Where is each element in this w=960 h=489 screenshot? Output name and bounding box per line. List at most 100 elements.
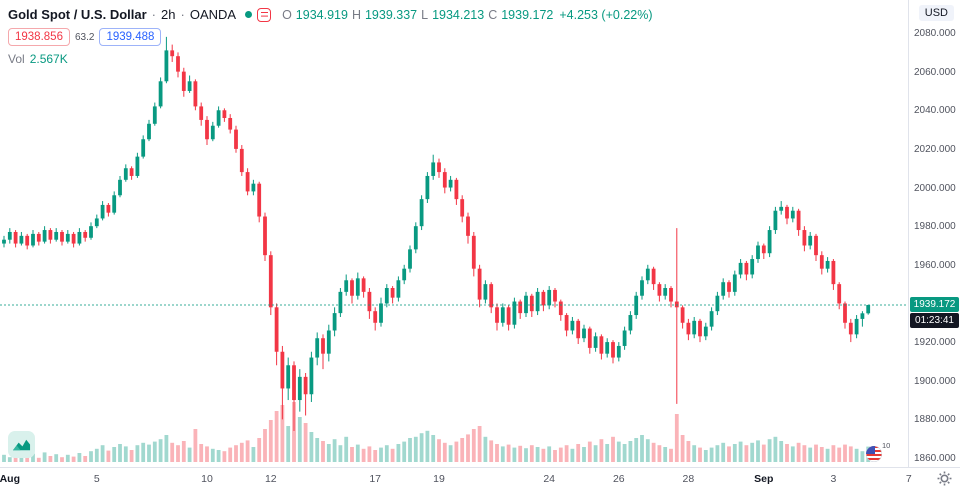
market-status-dot-icon[interactable] <box>245 11 253 18</box>
volume-bar <box>732 444 737 462</box>
quick-menu-icon[interactable] <box>257 7 272 22</box>
high-label: H <box>351 7 361 22</box>
candle-body <box>361 278 366 292</box>
volume-bar <box>309 432 314 462</box>
symbol-title[interactable]: Gold Spot / U.S. Dollar <box>8 7 147 22</box>
volume-bar <box>773 436 778 462</box>
volume-bar <box>524 448 528 462</box>
volume-bar <box>756 440 760 462</box>
volume-readout: Vol 2.567K <box>8 52 68 66</box>
candle-body <box>547 289 552 306</box>
candle-body <box>379 303 383 323</box>
candle-body <box>413 226 418 250</box>
settings-gear-icon[interactable] <box>937 471 952 486</box>
candle-body <box>135 156 140 176</box>
candle-body <box>738 262 743 275</box>
mountain-logo-icon <box>12 439 31 451</box>
volume-bar <box>413 436 418 462</box>
low-label: L <box>421 7 429 22</box>
volume-bar <box>379 447 383 462</box>
candle-body <box>663 288 668 296</box>
candle-body <box>25 235 30 246</box>
volume-bar <box>228 447 233 462</box>
volume-bar <box>825 448 830 462</box>
volume-bar <box>141 442 146 462</box>
candle-body <box>170 50 175 57</box>
candle-body <box>495 307 499 323</box>
time-tick: 17 <box>369 473 382 485</box>
candle-body <box>402 268 407 281</box>
candle-body <box>605 342 610 354</box>
candle-body <box>622 330 627 346</box>
exchange-label[interactable]: OANDA <box>189 7 237 22</box>
time-tick: 7 <box>905 473 912 485</box>
volume-bar <box>634 438 639 462</box>
candle-body <box>118 179 122 196</box>
candle-body <box>454 179 459 200</box>
volume-bar <box>361 448 366 462</box>
volume-bar <box>19 456 24 462</box>
us-flag-icon[interactable] <box>866 446 882 462</box>
interval-label[interactable]: 2h <box>161 7 176 22</box>
candle-body <box>106 204 111 213</box>
volume-bar <box>483 436 488 462</box>
volume-bar <box>674 414 679 462</box>
candle-body <box>640 280 644 296</box>
time-tick: 19 <box>433 473 445 485</box>
volume-bar <box>152 441 157 462</box>
volume-bar <box>42 452 47 462</box>
volume-bar <box>587 441 592 462</box>
separator: · <box>151 7 157 22</box>
volume-bar <box>761 444 766 462</box>
candle-body <box>529 295 534 312</box>
close-label: C <box>488 7 498 22</box>
candle-body <box>471 235 476 269</box>
time-axis[interactable]: Aug 5 10 12 17 19 24 26 28 Sep 3 7 <box>0 467 960 489</box>
volume-bar <box>350 447 354 462</box>
candle-body <box>698 320 702 337</box>
price-axis[interactable]: 1939.172 01:23:41 2080.000 2060.000 2040.0… <box>908 0 960 467</box>
volume-bar <box>54 454 59 462</box>
candle-body <box>843 303 847 323</box>
candle-body <box>558 301 563 316</box>
volume-bar <box>512 447 517 462</box>
candle-body <box>147 123 151 140</box>
candle-body <box>657 284 662 296</box>
candle-body <box>350 280 354 296</box>
candle-body <box>506 307 511 325</box>
volume-bar <box>321 441 325 462</box>
candle-body <box>854 318 859 335</box>
chart-logo[interactable] <box>8 431 35 458</box>
volume-bar <box>790 446 795 462</box>
time-tick: Sep <box>754 473 774 485</box>
volume-bar <box>123 446 128 462</box>
volume-bar <box>466 434 470 462</box>
candle-body <box>181 71 186 91</box>
sell-price-button[interactable]: 1938.856 <box>8 28 70 46</box>
volume-bar <box>628 441 633 462</box>
volume-bar <box>657 445 662 462</box>
volume-bar <box>837 447 842 462</box>
volume-bar <box>158 439 163 462</box>
candle-body <box>309 357 314 395</box>
currency-toggle-button[interactable]: USD <box>918 5 954 21</box>
volume-bar <box>477 426 482 462</box>
candle-body <box>13 231 18 244</box>
price-tick: 1900.000 <box>914 375 956 387</box>
countdown-badge: 01:23:41 <box>910 313 959 329</box>
volume-bar <box>819 447 824 462</box>
candle-body <box>245 172 250 192</box>
candle-body <box>48 230 53 240</box>
candle-body <box>674 301 679 308</box>
candlestick-chart[interactable] <box>0 0 908 467</box>
volume-bar <box>425 430 430 462</box>
candle-body <box>785 206 789 219</box>
candle-body <box>802 230 807 246</box>
candle-body <box>65 233 70 242</box>
volume-bar <box>529 445 534 462</box>
volume-bar <box>176 445 180 462</box>
time-tick: 28 <box>682 473 695 485</box>
buy-price-button[interactable]: 1939.488 <box>99 28 162 46</box>
time-tick: 12 <box>264 473 277 485</box>
candle-body <box>141 139 146 157</box>
